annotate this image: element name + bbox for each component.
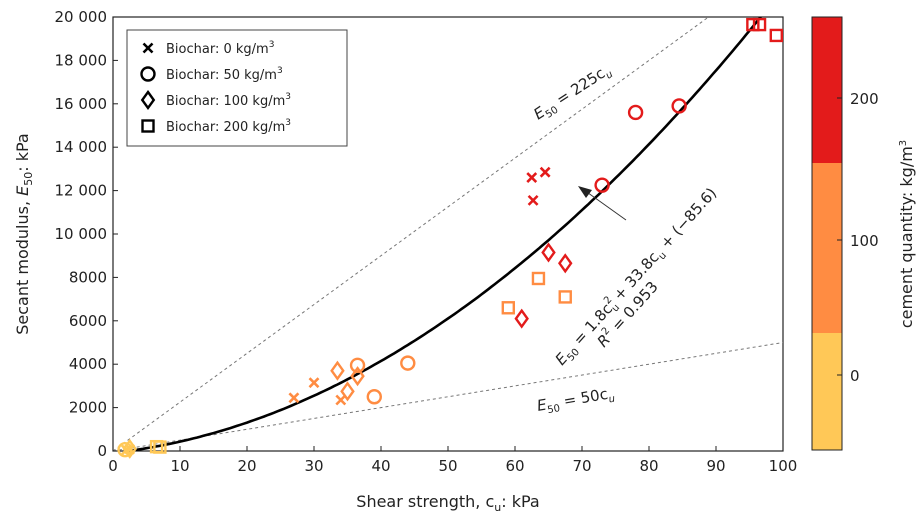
circle-point (671, 98, 687, 114)
fit-curve (129, 17, 763, 451)
y-tick-label: 6000 (69, 312, 107, 330)
colorbar: 200 100 0 cement quantity: kg/m3 (811, 16, 916, 451)
circle-point (349, 357, 366, 373)
x-tick-label: 50 (438, 457, 457, 475)
fit-equation-label: E50 = 1.8c2u + 33.8cu + (−85.6) (551, 184, 723, 371)
x-tick-label: 80 (639, 457, 658, 475)
reference-lines (113, 17, 783, 451)
x-axis-label: Shear strength, cu: kPa (356, 492, 539, 514)
diamond-point (122, 438, 137, 459)
x-tick-label: 0 (108, 457, 118, 475)
y-tick-label: 10 000 (55, 225, 108, 243)
y-tick-label: 0 (97, 442, 107, 460)
fit-curve-group (129, 17, 763, 451)
lower-reference-line (113, 342, 783, 451)
y-tick-label: 2000 (69, 399, 107, 417)
cross-point (526, 172, 538, 183)
diamond-point (558, 253, 573, 274)
data-points (117, 17, 783, 459)
legend-circle-icon (140, 66, 156, 82)
legend-diamond-icon (140, 89, 156, 111)
colorbar-band-0 (812, 333, 842, 450)
square-point (531, 271, 546, 286)
circle-point (627, 104, 644, 121)
colorbar-tick-100: 100 (850, 232, 879, 250)
y-tick-label: 12 000 (55, 182, 108, 200)
legend: Biochar: 0 kg/m3 Biochar: 50 kg/m3 Biochar… (126, 29, 348, 147)
x-tick-label: 90 (706, 457, 725, 475)
legend-label: Biochar: 100 kg/m3 (166, 92, 291, 109)
square-point (501, 301, 515, 315)
legend-square-icon (141, 119, 155, 133)
diamond-point (350, 366, 365, 387)
legend-cross-icon (142, 42, 154, 54)
y-tick-label: 4000 (69, 355, 107, 373)
x-tick-label: 100 (769, 457, 798, 475)
upper-reference-line (113, 17, 710, 451)
square-point (769, 28, 783, 43)
diamond-point (340, 381, 355, 402)
y-tick-label: 20 000 (55, 8, 108, 26)
circle-point (594, 177, 610, 193)
x-tick-label: 70 (572, 457, 591, 475)
diamond-point (541, 242, 556, 263)
axis-ticks: 0 10 20 30 40 50 60 70 80 90 100 0 2000 4000 6000 8000 1… (55, 8, 798, 475)
diamond-point (330, 360, 345, 381)
y-tick-label: 16 000 (55, 95, 108, 113)
upper-line-label: E50 = 225cu (530, 61, 615, 126)
lower-line-label: E50 = 50cu (536, 384, 616, 418)
cross-point (335, 394, 347, 406)
cross-point (288, 392, 300, 404)
x-tick-label: 20 (237, 457, 256, 475)
y-tick-label: 8000 (69, 268, 107, 286)
legend-label: Biochar: 50 kg/m3 (166, 66, 283, 83)
legend-label: Biochar: 200 kg/m3 (166, 118, 291, 135)
fit-arrow (578, 186, 627, 221)
x-tick-label: 40 (371, 457, 390, 475)
y-tick-label: 18 000 (55, 51, 108, 69)
x-tick-label: 30 (304, 457, 323, 475)
circle-point (400, 355, 416, 371)
y-axis-label: Secant modulus, E50: kPa (13, 133, 35, 334)
diamond-point (514, 308, 529, 329)
colorbar-tick-200: 200 (850, 90, 879, 108)
square-point (752, 17, 767, 32)
colorbar-band-200 (812, 17, 842, 163)
cross-point (527, 194, 539, 206)
x-tick-label: 60 (505, 457, 524, 475)
cross-point (308, 377, 320, 389)
square-point (153, 440, 167, 454)
colorbar-tick-0: 0 (850, 367, 860, 385)
circle-point (366, 389, 382, 405)
cross-point (539, 166, 551, 178)
square-point (746, 17, 760, 32)
legend-label: Biochar: 0 kg/m3 (166, 40, 274, 57)
x-tick-label: 10 (170, 457, 189, 475)
square-point (558, 290, 572, 304)
colorbar-band-100 (812, 163, 842, 333)
colorbar-label: cement quantity: kg/m3 (897, 140, 916, 328)
y-tick-label: 14 000 (55, 138, 108, 156)
circle-point (117, 441, 133, 458)
